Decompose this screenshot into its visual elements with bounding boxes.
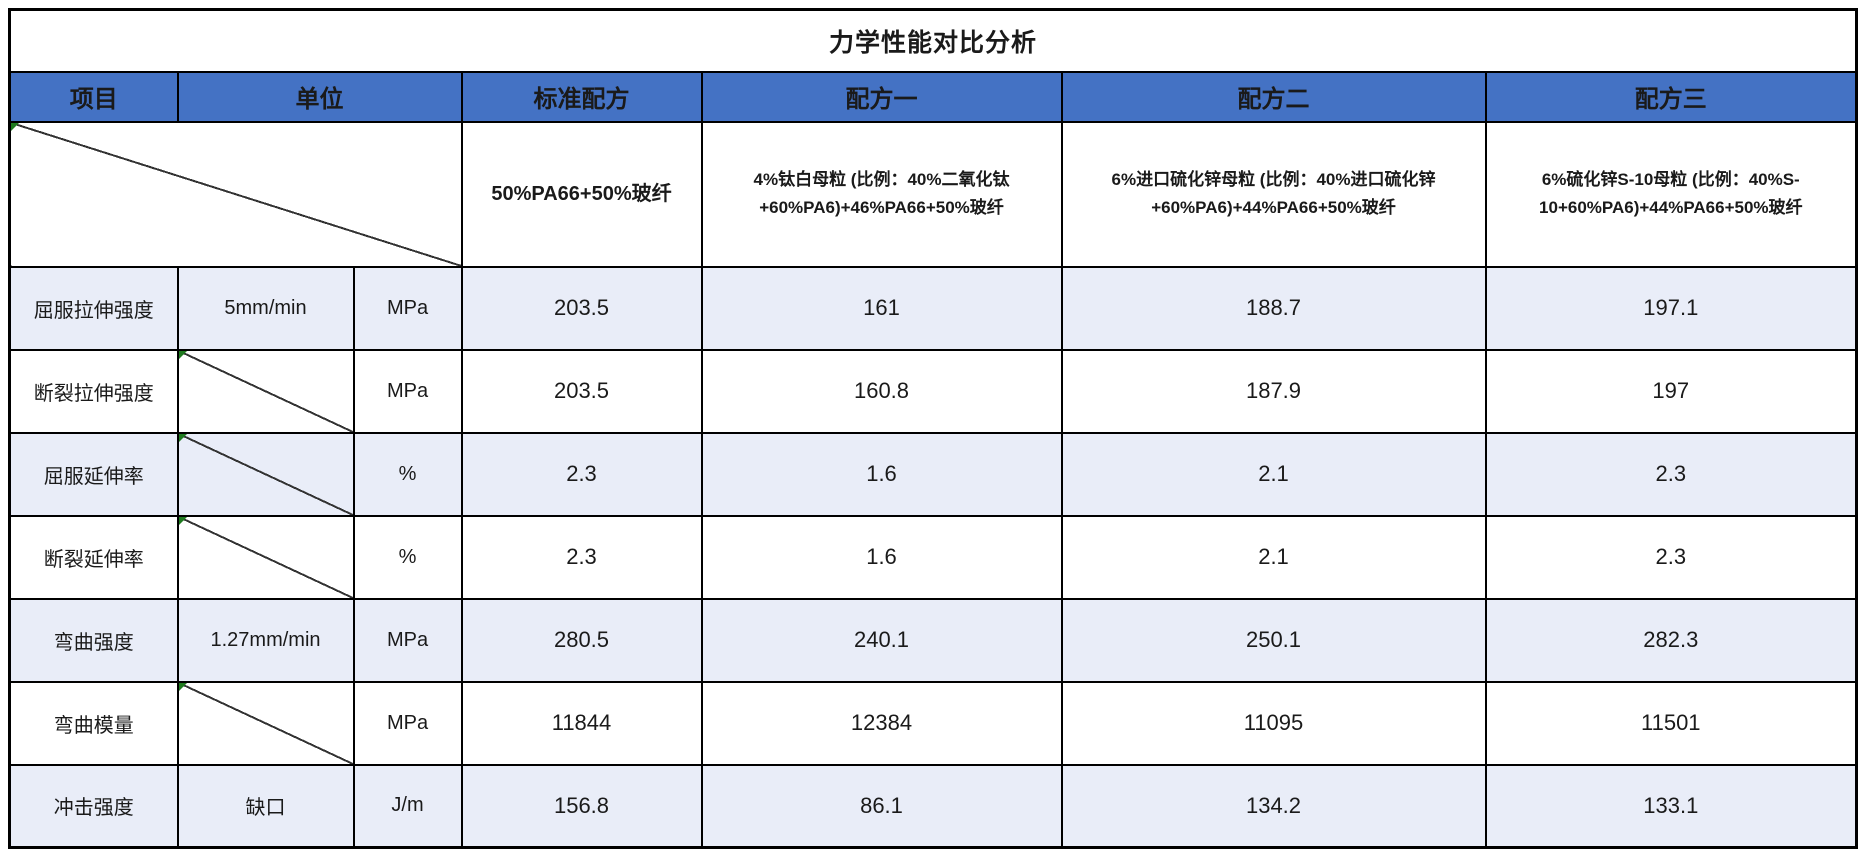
value-cell[interactable]: 203.5	[460, 348, 703, 434]
formula-cell-formula1[interactable]: 4%钛白母粒 (比例：40%二氧化钛+60%PA6)+46%PA66+50%玻纤	[700, 120, 1063, 268]
value-cell[interactable]: 203.5	[460, 265, 703, 351]
table-row: 断裂拉伸强度 MPa 203.5 160.8 187.9 197	[8, 348, 1858, 434]
error-indicator-icon	[11, 123, 19, 131]
column-header-unit[interactable]: 单位	[176, 70, 463, 123]
row-label-cell[interactable]: 冲击强度	[8, 763, 179, 849]
item-unit-diagonal-cell[interactable]	[8, 120, 463, 268]
error-indicator-icon	[179, 683, 187, 691]
condition-cell[interactable]: 5mm/min	[176, 265, 355, 351]
error-indicator-icon	[179, 351, 187, 359]
value-cell[interactable]: 2.1	[1060, 514, 1487, 600]
value-cell[interactable]: 197.1	[1484, 265, 1858, 351]
row-label-cell[interactable]: 弯曲模量	[8, 680, 179, 766]
value-cell[interactable]: 2.3	[460, 431, 703, 517]
formula-cell-formula2[interactable]: 6%进口硫化锌母粒 (比例：40%进口硫化锌+60%PA6)+44%PA66+5…	[1060, 120, 1487, 268]
title-row: 力学性能对比分析	[8, 8, 1858, 73]
table-row: 屈服延伸率 % 2.3 1.6 2.1 2.3	[8, 431, 1858, 517]
unit-cell[interactable]: MPa	[352, 597, 463, 683]
value-cell[interactable]: 133.1	[1484, 763, 1858, 849]
value-cell[interactable]: 250.1	[1060, 597, 1487, 683]
table-row: 冲击强度 缺口 J/m 156.8 86.1 134.2 133.1	[8, 763, 1858, 849]
condition-cell-diagonal[interactable]	[176, 431, 355, 517]
table-title[interactable]: 力学性能对比分析	[8, 8, 1858, 73]
value-cell[interactable]: 1.6	[700, 431, 1063, 517]
value-cell[interactable]: 240.1	[700, 597, 1063, 683]
table-row: 弯曲强度 1.27mm/min MPa 280.5 240.1 250.1 28…	[8, 597, 1858, 683]
column-header-formula2[interactable]: 配方二	[1060, 70, 1487, 123]
header-row: 项目 单位 标准配方 配方一 配方二 配方三	[8, 70, 1858, 123]
row-label-cell[interactable]: 断裂拉伸强度	[8, 348, 179, 434]
value-cell[interactable]: 2.3	[1484, 514, 1858, 600]
condition-cell-diagonal[interactable]	[176, 348, 355, 434]
mechanical-performance-table: 力学性能对比分析 项目 单位 标准配方 配方一 配方二 配方三 50%PA66+…	[8, 8, 1859, 849]
row-label-cell[interactable]: 屈服延伸率	[8, 431, 179, 517]
formula-description-row: 50%PA66+50%玻纤 4%钛白母粒 (比例：40%二氧化钛+60%PA6)…	[8, 120, 1858, 268]
error-indicator-icon	[179, 517, 187, 525]
formula-cell-standard[interactable]: 50%PA66+50%玻纤	[460, 120, 703, 268]
value-cell[interactable]: 2.3	[1484, 431, 1858, 517]
value-cell[interactable]: 1.6	[700, 514, 1063, 600]
table-row: 屈服拉伸强度 5mm/min MPa 203.5 161 188.7 197.1	[8, 265, 1858, 351]
column-header-standard[interactable]: 标准配方	[460, 70, 703, 123]
condition-cell-diagonal[interactable]	[176, 680, 355, 766]
unit-cell[interactable]: MPa	[352, 348, 463, 434]
value-cell[interactable]: 197	[1484, 348, 1858, 434]
value-cell[interactable]: 188.7	[1060, 265, 1487, 351]
condition-cell[interactable]: 1.27mm/min	[176, 597, 355, 683]
row-label-cell[interactable]: 屈服拉伸强度	[8, 265, 179, 351]
column-header-formula3[interactable]: 配方三	[1484, 70, 1858, 123]
table-row: 断裂延伸率 % 2.3 1.6 2.1 2.3	[8, 514, 1858, 600]
unit-cell[interactable]: MPa	[352, 265, 463, 351]
value-cell[interactable]: 86.1	[700, 763, 1063, 849]
value-cell[interactable]: 187.9	[1060, 348, 1487, 434]
row-label-cell[interactable]: 弯曲强度	[8, 597, 179, 683]
condition-cell-diagonal[interactable]	[176, 514, 355, 600]
value-cell[interactable]: 11095	[1060, 680, 1487, 766]
condition-cell[interactable]: 缺口	[176, 763, 355, 849]
unit-cell[interactable]: %	[352, 514, 463, 600]
value-cell[interactable]: 282.3	[1484, 597, 1858, 683]
value-cell[interactable]: 160.8	[700, 348, 1063, 434]
column-header-item[interactable]: 项目	[8, 70, 179, 123]
row-label-cell[interactable]: 断裂延伸率	[8, 514, 179, 600]
column-header-formula1[interactable]: 配方一	[700, 70, 1063, 123]
value-cell[interactable]: 134.2	[1060, 763, 1487, 849]
unit-cell[interactable]: J/m	[352, 763, 463, 849]
error-indicator-icon	[179, 434, 187, 442]
unit-cell[interactable]: MPa	[352, 680, 463, 766]
value-cell[interactable]: 280.5	[460, 597, 703, 683]
value-cell[interactable]: 11501	[1484, 680, 1858, 766]
table-row: 弯曲模量 MPa 11844 12384 11095 11501	[8, 680, 1858, 766]
value-cell[interactable]: 156.8	[460, 763, 703, 849]
value-cell[interactable]: 2.1	[1060, 431, 1487, 517]
value-cell[interactable]: 12384	[700, 680, 1063, 766]
value-cell[interactable]: 161	[700, 265, 1063, 351]
unit-cell[interactable]: %	[352, 431, 463, 517]
value-cell[interactable]: 2.3	[460, 514, 703, 600]
value-cell[interactable]: 11844	[460, 680, 703, 766]
formula-cell-formula3[interactable]: 6%硫化锌S-10母粒 (比例：40%S-10+60%PA6)+44%PA66+…	[1484, 120, 1858, 268]
